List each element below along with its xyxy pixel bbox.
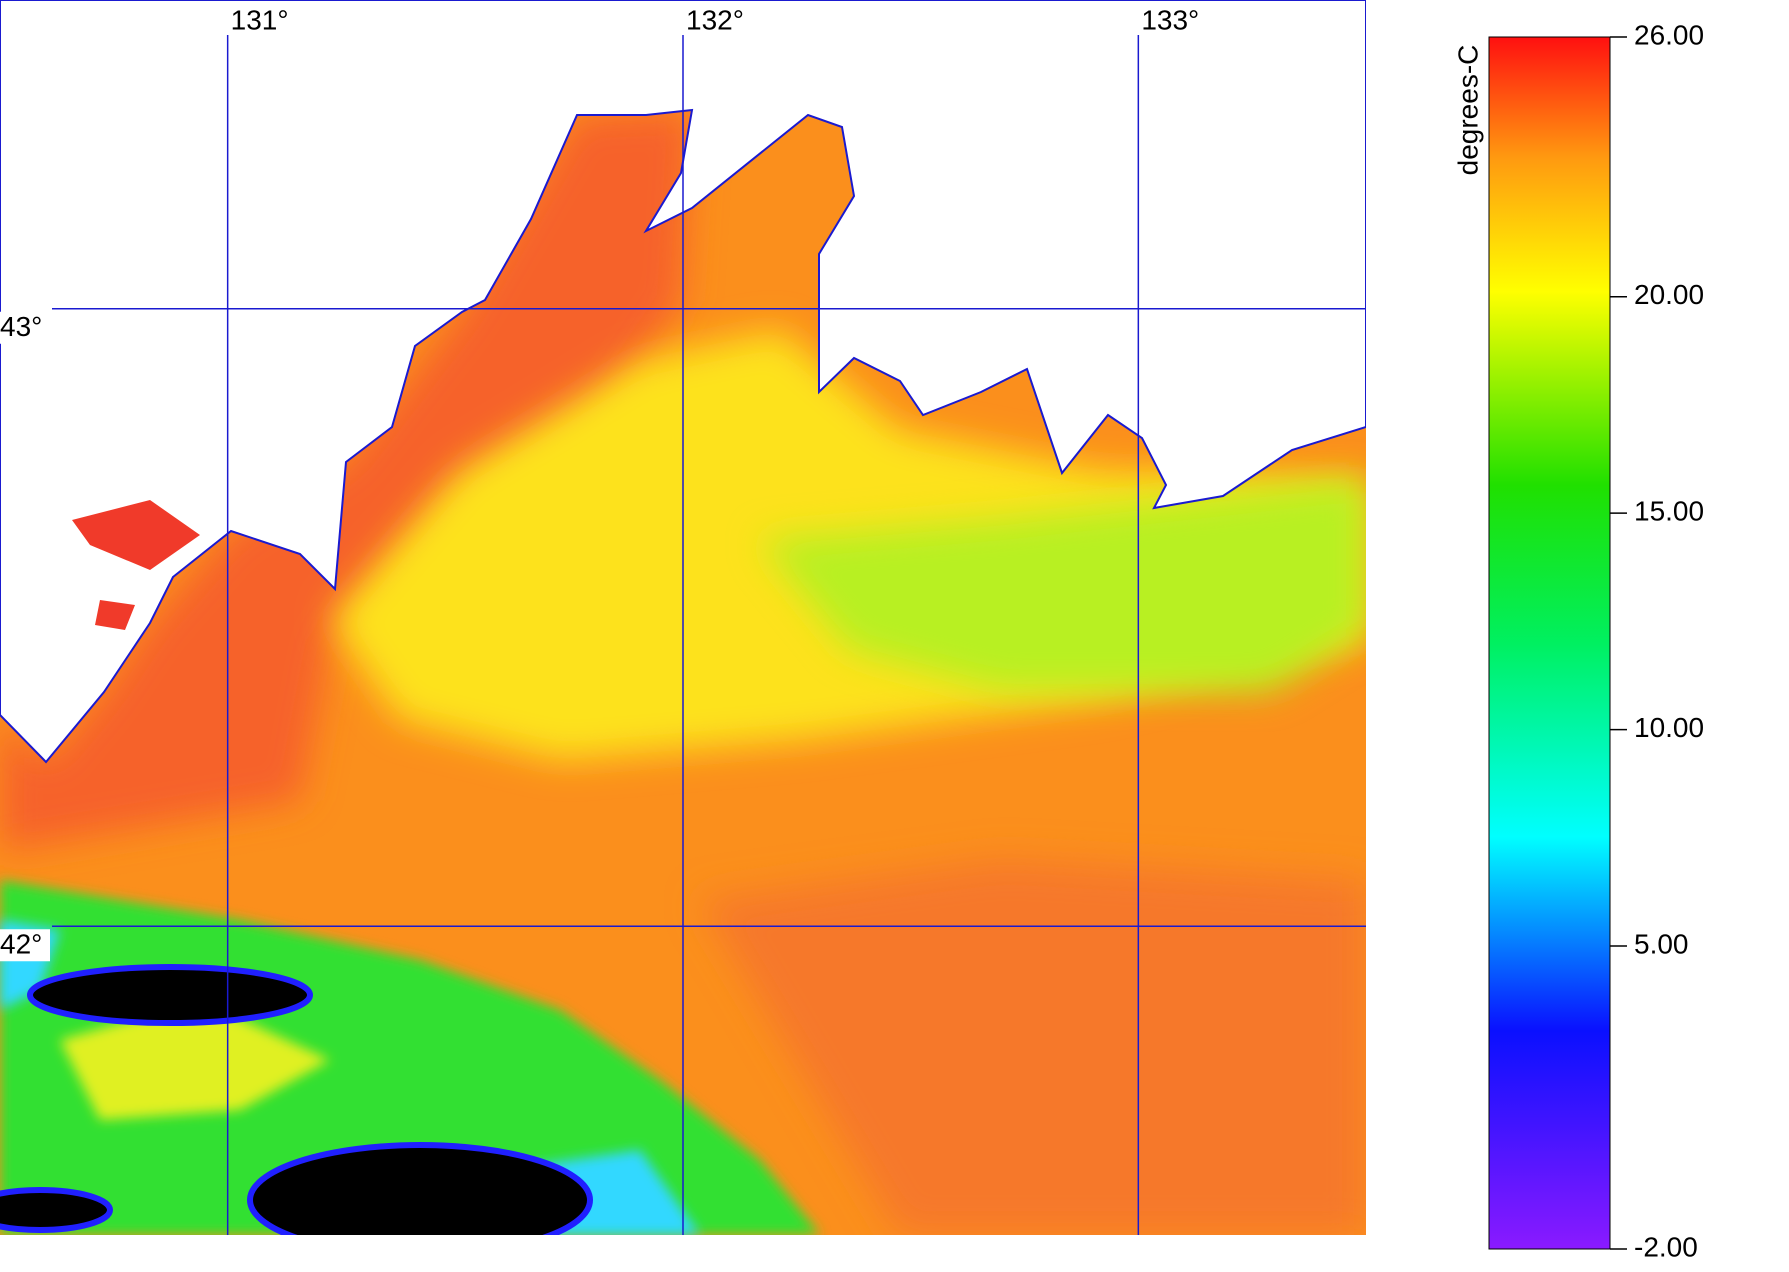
lon-label: 132°	[686, 4, 744, 35]
colorbar-tick-label: -2.00	[1634, 1231, 1698, 1262]
warm-south	[700, 860, 1366, 1235]
colorbar-tick-label: 5.00	[1634, 928, 1689, 959]
colorbar-tick-label: 20.00	[1634, 279, 1704, 310]
colorbar-tick-label: 15.00	[1634, 496, 1704, 527]
cool-band	[760, 480, 1366, 690]
mixed-water	[60, 1000, 330, 1120]
warm-inlet	[72, 500, 200, 630]
very-cold-water	[0, 920, 700, 1235]
lat-label: 43°	[0, 311, 42, 342]
colorbar-tick-label: 26.00	[1634, 19, 1704, 50]
lat-label: 42°	[0, 929, 42, 960]
warm-coastal-water	[0, 110, 692, 850]
lon-label: 131°	[231, 4, 289, 35]
no-data	[27, 964, 313, 1026]
land	[0, 0, 1366, 764]
no-data	[247, 1142, 593, 1235]
lon-label: 133°	[1141, 4, 1199, 35]
colorbar-tick-label: 10.00	[1634, 712, 1704, 743]
colorbar-label: degrees-C	[1452, 45, 1483, 176]
lat-label-bg	[0, 929, 50, 962]
colorbar	[1488, 36, 1611, 1250]
no-data	[0, 1187, 113, 1233]
lat-label-bg	[0, 311, 50, 344]
